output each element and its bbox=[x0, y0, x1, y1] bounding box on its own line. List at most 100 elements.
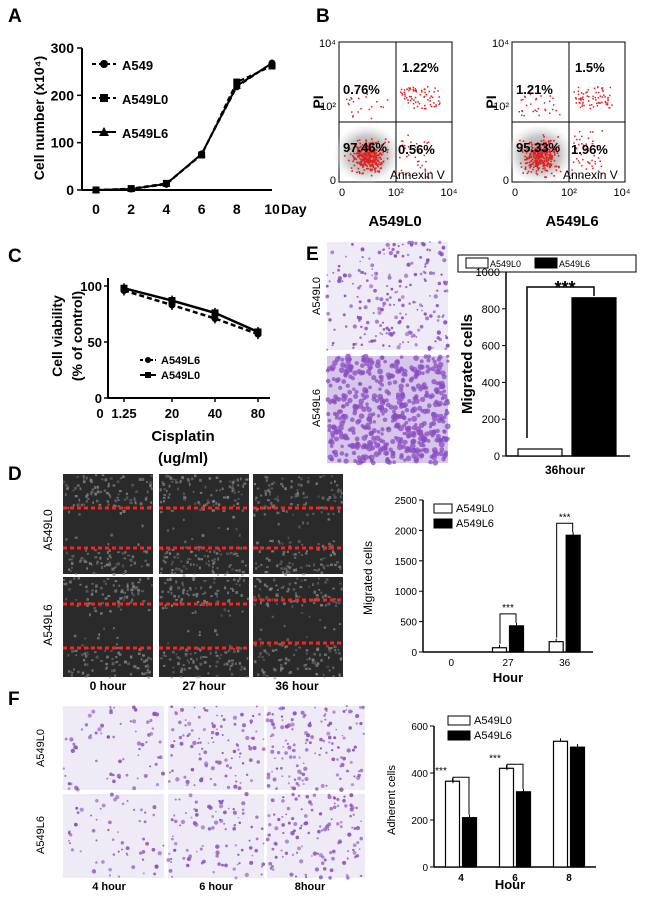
d-cell-texture bbox=[171, 604, 173, 608]
d-cell-texture bbox=[117, 602, 120, 605]
f-a549l0-8h-cell bbox=[271, 713, 274, 716]
d-cell-texture bbox=[227, 649, 230, 652]
d-cell-texture bbox=[323, 653, 327, 657]
d-cell-texture bbox=[339, 489, 342, 493]
b-event-dot bbox=[544, 109, 547, 112]
f-a549l0-6h-cell bbox=[193, 784, 196, 787]
e-a549l0-cell bbox=[382, 328, 386, 331]
b-event-dot bbox=[380, 158, 382, 160]
d-cell-texture bbox=[192, 578, 195, 581]
f-a549l0-4h-cell bbox=[80, 728, 84, 731]
d-cell-texture bbox=[282, 585, 285, 588]
e-a549l0-cell bbox=[349, 304, 353, 308]
f-a549l0-8h-cell bbox=[269, 735, 272, 738]
d-cell-texture bbox=[240, 665, 243, 669]
f-a549l6-4h-cell bbox=[121, 802, 125, 806]
d-cell-texture bbox=[139, 502, 143, 506]
b-event-dot bbox=[596, 145, 598, 147]
e-a549l0-cell bbox=[419, 255, 423, 259]
e-a549l0-cell bbox=[401, 243, 404, 246]
f-a549l6-4h-image bbox=[63, 794, 164, 878]
d-cell-texture bbox=[89, 477, 92, 481]
c-legend-label: A549L6 bbox=[161, 355, 200, 367]
f-a549l6-8h-cell bbox=[280, 849, 283, 852]
d-cell-texture bbox=[226, 599, 230, 603]
d-cell-texture bbox=[71, 554, 75, 558]
e-a549l0-cell bbox=[424, 265, 427, 268]
e-a549l0-cell bbox=[438, 240, 442, 245]
f-a549l6-8h-cell bbox=[314, 867, 319, 872]
b-event-dot bbox=[425, 93, 428, 96]
d-cell-texture bbox=[127, 662, 131, 666]
d-cell-texture bbox=[300, 483, 303, 487]
f-a549l0-6h-cell bbox=[185, 779, 190, 785]
b-event-dot bbox=[520, 114, 523, 117]
d-cell-texture bbox=[198, 631, 201, 634]
f-a549l0-6h-cell bbox=[202, 727, 206, 732]
b-event-dot bbox=[590, 104, 593, 106]
f-a549l6-8h-cell bbox=[303, 821, 307, 826]
d-cell-texture bbox=[123, 506, 127, 510]
d-cell-texture bbox=[332, 540, 335, 543]
d-cell-texture bbox=[85, 567, 89, 570]
b-event-dot bbox=[401, 144, 404, 147]
e-a549l6-cell bbox=[353, 393, 359, 399]
d-cell-texture bbox=[253, 595, 256, 599]
d-cell-texture bbox=[107, 482, 110, 486]
b-event-dot bbox=[573, 142, 575, 144]
d-cell-texture bbox=[103, 565, 106, 568]
f-a549l0-8h-cell bbox=[301, 772, 306, 777]
d-cell-texture bbox=[280, 586, 284, 589]
e-a549l0-cell bbox=[437, 250, 443, 256]
b-event-dot bbox=[529, 156, 531, 159]
d-cell-texture bbox=[159, 488, 162, 492]
d-cell-texture bbox=[229, 665, 233, 667]
f-a549l0-6h-cell bbox=[227, 739, 230, 742]
d-cell-texture bbox=[258, 597, 262, 601]
e-a549l6-cell bbox=[437, 354, 443, 360]
d-cell-texture bbox=[238, 661, 242, 665]
f-a549l0-8h-cell bbox=[279, 766, 283, 770]
e-a549l0-cell bbox=[373, 276, 378, 281]
e-a549l0-cell bbox=[375, 296, 379, 301]
d-cell-texture bbox=[70, 674, 74, 677]
b-event-dot bbox=[574, 96, 577, 99]
b-event-dot bbox=[593, 155, 595, 157]
d-cell-texture bbox=[332, 666, 335, 670]
d-x-tick-label: 36 bbox=[559, 658, 571, 669]
e-a549l6-cell bbox=[372, 420, 377, 424]
d-cell-texture bbox=[322, 474, 325, 477]
d-cell-texture bbox=[71, 671, 74, 674]
d-cell-texture bbox=[165, 556, 169, 559]
d-cell-texture bbox=[116, 636, 119, 639]
f-a549l0-8h-cell bbox=[351, 748, 355, 752]
b-event-dot bbox=[525, 104, 528, 107]
f-a549l6-8h-cell bbox=[294, 797, 298, 801]
f-a549l0-8h-cell bbox=[342, 709, 346, 713]
e-a549l0-cell bbox=[422, 270, 426, 274]
d-cell-texture bbox=[243, 579, 245, 582]
b-event-dot bbox=[582, 158, 584, 161]
d-cell-texture bbox=[337, 487, 340, 491]
d-cell-texture bbox=[74, 573, 78, 576]
e-a549l0-cell bbox=[359, 336, 362, 340]
b-event-dot bbox=[548, 165, 551, 167]
b-event-dot bbox=[543, 161, 546, 163]
e-a549l0-cell bbox=[426, 258, 430, 262]
f-a549l0-8h-cell bbox=[346, 748, 351, 753]
e-a549l0-cell bbox=[429, 314, 433, 318]
e-a549l0-cell bbox=[381, 333, 384, 336]
d-cell-texture bbox=[162, 499, 165, 503]
b-event-dot bbox=[366, 161, 369, 163]
d-cell-texture bbox=[169, 577, 172, 581]
b-y-axis-label: PI bbox=[310, 95, 326, 108]
b-event-dot bbox=[536, 165, 539, 168]
b-event-dot bbox=[373, 168, 376, 170]
d-cell-texture bbox=[123, 591, 127, 594]
e-a549l6-cell bbox=[334, 436, 339, 442]
e-a549l0-cell bbox=[359, 260, 362, 263]
d-cell-texture bbox=[257, 565, 260, 568]
d-cell-texture bbox=[238, 533, 241, 537]
f-a549l0-8h-cell bbox=[286, 742, 289, 745]
